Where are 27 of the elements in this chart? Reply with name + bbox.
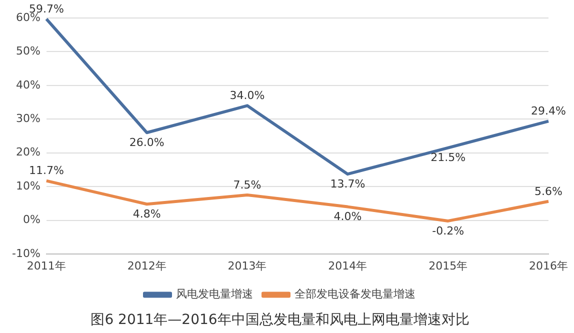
x-tick-label: 2012年: [127, 259, 166, 272]
data-label: 4.0%: [334, 210, 362, 224]
legend-label: 全部发电设备发电量增速: [294, 288, 416, 301]
x-tick-label: 2011年: [26, 259, 66, 272]
text: 图6 2011年—2016年中国总发电量和风电上网电量增速对比: [90, 312, 470, 328]
x-tick-label: 2014年: [328, 259, 368, 272]
data-label: 11.7%: [28, 164, 64, 178]
y-tick-label: 0%: [22, 213, 40, 226]
data-label: 13.7%: [330, 177, 366, 190]
y-tick-label: 20%: [16, 146, 40, 159]
data-label: -0.2%: [432, 224, 464, 238]
data-label: 7.5%: [233, 178, 262, 192]
y-tick-label: 50%: [16, 44, 40, 58]
y-tick-label: 40%: [16, 78, 40, 92]
data-label: 4.8%: [132, 207, 161, 220]
data-label: 21.5%: [430, 151, 466, 164]
data-label: 34.0%: [230, 89, 265, 102]
x-tick-label: 2016年: [529, 259, 568, 272]
data-label: 29.4%: [531, 104, 566, 118]
y-tick-label: 10%: [16, 179, 40, 192]
data-label: 5.6%: [534, 184, 562, 198]
legend-label: 风电发电量增速: [176, 288, 253, 301]
x-tick-label: 2015年: [428, 259, 468, 272]
data-label: 26.0%: [129, 136, 164, 149]
x-tick-label: 2013年: [228, 259, 267, 272]
y-tick-label: -10%: [12, 246, 40, 260]
y-tick-label: 30%: [16, 112, 40, 125]
